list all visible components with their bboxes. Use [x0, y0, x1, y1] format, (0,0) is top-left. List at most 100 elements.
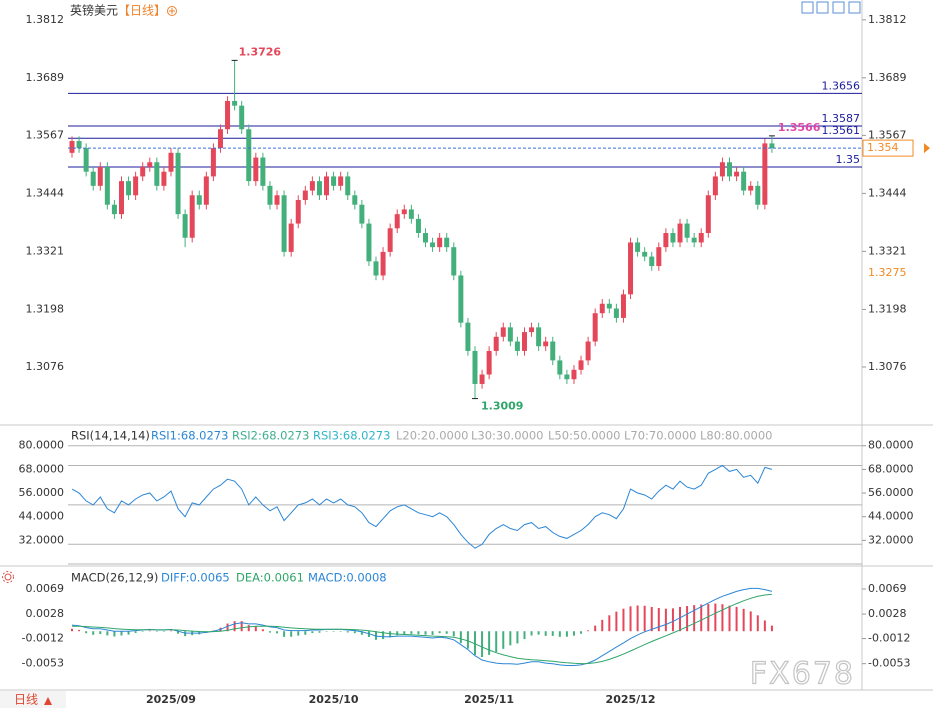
macd-bar: [396, 631, 399, 636]
toolbar-button[interactable]: [848, 1, 861, 14]
candle-body: [451, 247, 457, 276]
candle-body: [203, 176, 209, 205]
macd-bar: [85, 631, 88, 634]
y-tick-label: -0.0053: [22, 657, 64, 670]
rsi-line: [71, 464, 773, 549]
macd-bar: [565, 631, 568, 637]
add-icon[interactable]: [167, 6, 177, 16]
macd-bar: [226, 623, 229, 632]
y-tick-label-right: 44.0000: [868, 510, 914, 523]
level-label: 1.3587: [822, 112, 861, 125]
candle-body: [748, 185, 754, 191]
y-tick-label-right: 1.3567: [868, 128, 907, 141]
period-selector[interactable]: 日线: [14, 693, 38, 707]
candle-body: [437, 237, 443, 248]
candle-body: [755, 185, 761, 205]
candle-body: [267, 185, 273, 205]
indicator-icon[interactable]: [2, 571, 14, 583]
candle-body: [260, 157, 266, 186]
macd-bar: [502, 631, 505, 649]
macd-bar: [452, 631, 455, 637]
candle-body: [472, 350, 478, 384]
macd-bar: [254, 626, 257, 632]
candle-body: [656, 247, 662, 267]
y-tick-label: 56.0000: [19, 486, 65, 499]
macd-bar: [339, 631, 342, 632]
macd-bar: [629, 606, 632, 632]
y-tick-label: 32.0000: [19, 533, 65, 546]
toolbar-button[interactable]: [801, 1, 814, 14]
macd-bar: [353, 631, 356, 634]
candle-body: [458, 275, 464, 323]
candle-body: [69, 141, 75, 153]
macd-bar: [728, 605, 731, 632]
candle-body: [232, 100, 238, 106]
candle-body: [274, 195, 280, 205]
candle-body: [628, 242, 634, 295]
macd-bar: [693, 605, 696, 632]
high-annotation: 1.3726: [239, 45, 282, 58]
macd-bar: [700, 604, 703, 632]
macd-bar: [113, 631, 116, 637]
macd-bar: [707, 604, 710, 632]
y-tick-label-right: 80.0000: [868, 439, 914, 452]
candle-body: [380, 251, 386, 276]
legend-entry: DIFF:0.0065: [161, 571, 230, 585]
candle-body: [309, 181, 315, 191]
candle-body: [727, 162, 733, 177]
candle-body: [734, 171, 740, 177]
add-button[interactable]: [167, 6, 177, 16]
macd-bar: [481, 631, 484, 658]
macd-bar: [233, 621, 236, 632]
macd-bar: [714, 603, 717, 632]
y-tick-label-right: 0.0069: [868, 582, 907, 595]
candle-body: [550, 341, 556, 361]
x-tick-label: 2025/09: [146, 693, 196, 706]
macd-bar: [749, 611, 752, 632]
macd-bar: [509, 631, 512, 646]
candle-body: [345, 176, 351, 196]
macd-bar: [71, 628, 73, 632]
macd-bar: [636, 605, 639, 632]
macd-bar: [516, 631, 519, 644]
candle-body: [606, 303, 612, 309]
candle-body: [210, 148, 216, 177]
macd-bar: [770, 625, 773, 632]
macd-bar: [742, 608, 745, 632]
last-price-box: [862, 139, 914, 157]
macd-bar: [389, 631, 392, 638]
diff-line: [71, 587, 773, 666]
candle-body: [507, 327, 513, 342]
candle-body: [394, 214, 400, 229]
period-selector-arrow[interactable]: [44, 697, 52, 705]
y-tick-label: 1.3812: [26, 13, 65, 26]
macd-bar: [382, 631, 385, 640]
toolbar-button[interactable]: [832, 1, 845, 14]
macd-bar: [184, 631, 187, 637]
candle-body: [571, 369, 577, 380]
candle-body: [97, 166, 103, 186]
macd-bar: [240, 621, 243, 632]
y-tick-label: 1.3076: [26, 360, 65, 373]
candle-body: [408, 209, 414, 219]
legend-entry: L20:20.0000: [396, 429, 468, 443]
y-tick-label: -0.0012: [22, 632, 64, 645]
candle-body: [741, 171, 747, 191]
macd-bar: [608, 615, 611, 632]
macd-bar: [763, 620, 766, 632]
macd-bar: [325, 631, 328, 632]
y-tick-label-right: -0.0012: [868, 632, 910, 645]
candle-body: [239, 105, 245, 130]
candle-body: [359, 204, 365, 224]
y-tick-label-right: 1.3444: [868, 186, 907, 199]
y-tick-label: 68.0000: [19, 462, 65, 475]
indicator-title: RSI(14,14,14): [71, 429, 150, 443]
toolbar-button[interactable]: [816, 1, 829, 14]
macd-bar: [318, 631, 321, 633]
macd-bar: [120, 631, 123, 636]
macd-bar: [141, 631, 144, 632]
candle-body: [642, 251, 648, 257]
macd-bar: [127, 631, 130, 635]
candle-body: [564, 374, 570, 380]
